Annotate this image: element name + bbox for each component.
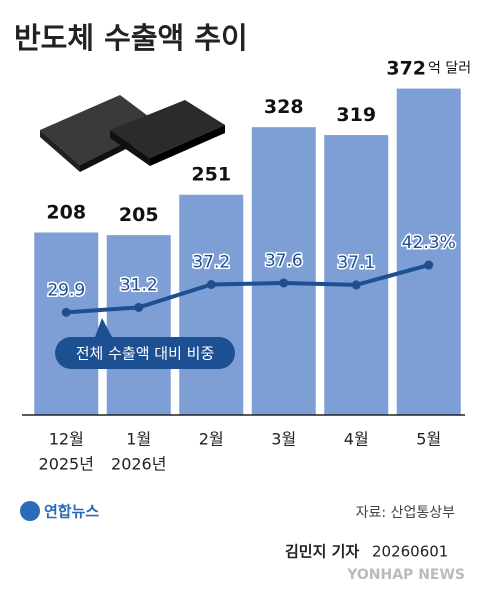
x-tick-label: 12월	[49, 430, 84, 449]
value-text: 251	[191, 163, 231, 185]
bar	[179, 194, 244, 415]
line-point	[424, 260, 434, 270]
line-point	[134, 302, 144, 312]
value-text: 319	[336, 104, 376, 126]
byline: 김민지 기자	[285, 543, 359, 561]
x-tick-year: 2026년	[111, 455, 166, 474]
value-text: 372	[386, 57, 426, 79]
x-tick-label: 2월	[199, 430, 224, 449]
unit-label: 억 달러	[428, 61, 471, 77]
source: 자료: 산업통상부	[356, 505, 455, 521]
line-value-label: 37.1	[337, 253, 375, 273]
bar-value-label: 319	[336, 104, 376, 126]
logo: 연합뉴스	[20, 501, 99, 521]
x-tick-label: 1월	[126, 430, 151, 449]
line-point	[351, 280, 361, 290]
line-value-label: 31.2	[120, 275, 158, 295]
bar-value-label: 208	[46, 201, 86, 223]
legend-label: 전체 수출액 대비 비중	[76, 345, 215, 363]
value-text: 328	[264, 96, 304, 118]
line-point	[206, 280, 216, 290]
bar	[106, 235, 171, 415]
chip-illustration	[40, 95, 225, 172]
bar-value-label: 372 억 달러	[386, 57, 471, 79]
x-tick-label: 4월	[344, 430, 369, 449]
value-text: 208	[46, 201, 86, 223]
bar-value-label: 251	[191, 163, 231, 185]
date: 20260601	[372, 543, 448, 561]
line-value-label: 42.3%	[402, 233, 456, 253]
bar	[251, 127, 316, 416]
line-value-label: 37.6	[265, 251, 303, 271]
value-text: 205	[119, 204, 159, 226]
watermark: YONHAP NEWS	[346, 567, 465, 583]
line	[66, 263, 430, 315]
line-value-label: 37.2	[192, 253, 230, 273]
chart-title: 반도체 수출액 추이	[14, 21, 248, 55]
x-tick-year: 2025년	[39, 455, 94, 474]
line-point	[279, 278, 289, 288]
line-point	[61, 307, 71, 317]
bar-value-label: 328	[264, 96, 304, 118]
legend-pill: 전체 수출액 대비 비중	[55, 318, 235, 369]
bar	[396, 88, 461, 415]
bar	[34, 232, 99, 415]
logo-text: 연합뉴스	[44, 503, 99, 521]
bar	[324, 135, 389, 415]
x-tick-label: 3월	[271, 430, 296, 449]
line-value-label: 29.9	[47, 280, 85, 300]
x-tick-label: 5월	[416, 430, 441, 449]
bar-value-label: 205	[119, 204, 159, 226]
